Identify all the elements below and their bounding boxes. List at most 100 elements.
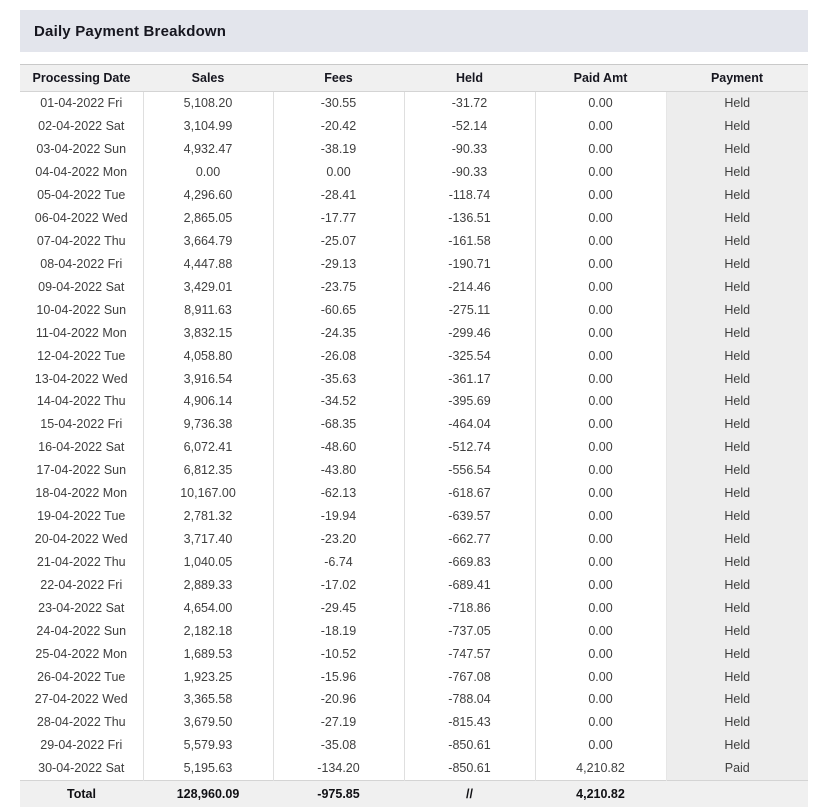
cell-fees: -35.08 [272,733,404,757]
cell-payment: Held [665,367,808,390]
table-row: 13-04-2022 Wed 3,916.54 -35.63 -361.17 0.00 H… [20,367,808,390]
cell-date: 10-04-2022 Sun [36,302,127,317]
cell-fees: -20.96 [272,687,404,711]
cell-fees: -134.20 [272,756,404,781]
cell-fees: -29.45 [272,596,404,620]
cell-held: -662.77 [403,527,535,551]
cell-sales: 4,058.80 [142,344,273,368]
cell-held: -214.46 [403,275,535,299]
table-row: 01-04-2022 Fri 5,108.20 -30.55 -31.72 0.00 He… [20,91,808,115]
cell-paid: 0.00 [534,206,666,230]
cell-paid: 0.00 [534,550,666,574]
total-paid-amt: 4,210.82 [535,779,666,807]
cell-fees: 0.00 [272,160,404,184]
cell-held: -512.74 [403,435,535,459]
cell-sales: 9,736.38 [142,412,273,436]
table-row: 28-04-2022 Thu 3,679.50 -27.19 -815.43 0.00 H… [20,710,808,734]
column-header-held: Held [404,64,535,92]
table-row: 16-04-2022 Sat 6,072.41 -48.60 -512.74 0.00 H… [20,435,808,459]
cell-paid: 0.00 [534,504,666,528]
cell-fees: -6.74 [272,550,404,574]
cell-date: 06-04-2022 Wed [34,211,128,226]
cell-held: -850.61 [403,756,535,781]
cell-fees: -17.02 [272,573,404,597]
cell-sales: 3,717.40 [142,527,273,551]
cell-payment: Held [665,710,808,734]
cell-held: -361.17 [403,367,535,390]
cell-sales: 2,781.32 [142,504,273,528]
cell-sales: 4,906.14 [142,389,273,413]
cell-date: 30-04-2022 Sat [38,761,125,776]
cell-sales: 5,108.20 [142,91,273,115]
cell-held: -747.57 [403,642,535,666]
cell-payment: Held [665,687,808,711]
table-row: 24-04-2022 Sun 2,182.18 -18.19 -737.05 0.00 H… [20,619,808,643]
cell-sales: 2,889.33 [142,573,273,597]
cell-held: -850.61 [403,733,535,757]
column-header-sales: Sales [143,64,273,92]
cell-sales: 3,679.50 [142,710,273,734]
cell-date: 13-04-2022 Wed [34,371,128,386]
cell-sales: 2,865.05 [142,206,273,230]
cell-held: -118.74 [403,183,535,207]
cell-payment: Held [665,596,808,620]
total-fees: -975.85 [273,779,404,807]
cell-paid: 0.00 [534,321,666,345]
cell-date: 26-04-2022 Tue [37,669,126,684]
table-row: 05-04-2022 Tue 4,296.60 -28.41 -118.74 0.00 H… [20,183,808,207]
cell-date: 29-04-2022 Fri [40,738,123,753]
cell-payment: Held [665,573,808,597]
cell-paid: 0.00 [534,275,666,299]
cell-sales: 3,104.99 [142,114,273,138]
cell-sales: 6,072.41 [142,435,273,459]
cell-payment: Held [665,733,808,757]
cell-fees: -28.41 [272,183,404,207]
cell-held: -136.51 [403,206,535,230]
cell-paid: 0.00 [534,481,666,505]
cell-sales: 1,040.05 [142,550,273,574]
cell-date: 19-04-2022 Tue [37,509,126,524]
cell-sales: 3,916.54 [142,367,273,390]
cell-sales: 10,167.00 [142,481,273,505]
cell-payment: Held [665,91,808,115]
cell-held: -52.14 [403,114,535,138]
cell-paid: 0.00 [534,229,666,253]
cell-fees: -20.42 [272,114,404,138]
total-row: Total 128,960.09 -975.85 // 4,210.82 [20,779,808,807]
table-row: 26-04-2022 Tue 1,923.25 -15.96 -767.08 0.00 H… [20,665,808,688]
cell-fees: -17.77 [272,206,404,230]
daily-payment-report: Daily Payment Breakdown Processing Date S… [20,10,808,807]
cell-held: -737.05 [403,619,535,643]
cell-sales: 4,447.88 [142,252,273,276]
total-label: Total [20,779,143,807]
cell-paid: 0.00 [534,687,666,711]
cell-payment: Held [665,619,808,643]
cell-payment: Held [665,229,808,253]
cell-payment: Held [665,206,808,230]
cell-payment: Held [665,389,808,413]
table-row: 20-04-2022 Wed 3,717.40 -23.20 -662.77 0.00 H… [20,527,808,551]
cell-fees: -27.19 [272,710,404,734]
cell-fees: -43.80 [272,458,404,482]
cell-sales: 1,689.53 [142,642,273,666]
table-row: 23-04-2022 Sat 4,654.00 -29.45 -718.86 0.00 H… [20,596,808,620]
cell-fees: -25.07 [272,229,404,253]
cell-held: -325.54 [403,344,535,368]
cell-paid: 0.00 [534,114,666,138]
cell-held: -395.69 [403,389,535,413]
cell-paid: 0.00 [534,665,666,688]
cell-sales: 3,429.01 [142,275,273,299]
cell-payment: Held [665,137,808,161]
cell-payment: Held [665,275,808,299]
cell-fees: -29.13 [272,252,404,276]
table-row: 29-04-2022 Fri 5,579.93 -35.08 -850.61 0.00 H… [20,733,808,757]
cell-fees: -35.63 [272,367,404,390]
cell-date: 22-04-2022 Fri [40,577,123,592]
cell-date: 08-04-2022 Fri [40,256,123,271]
cell-held: -556.54 [403,458,535,482]
table-row: 17-04-2022 Sun 6,812.35 -43.80 -556.54 0.00 H… [20,458,808,482]
cell-date: 09-04-2022 Sat [38,279,125,294]
cell-payment: Held [665,435,808,459]
cell-payment: Held [665,642,808,666]
cell-date: 16-04-2022 Sat [38,440,125,455]
